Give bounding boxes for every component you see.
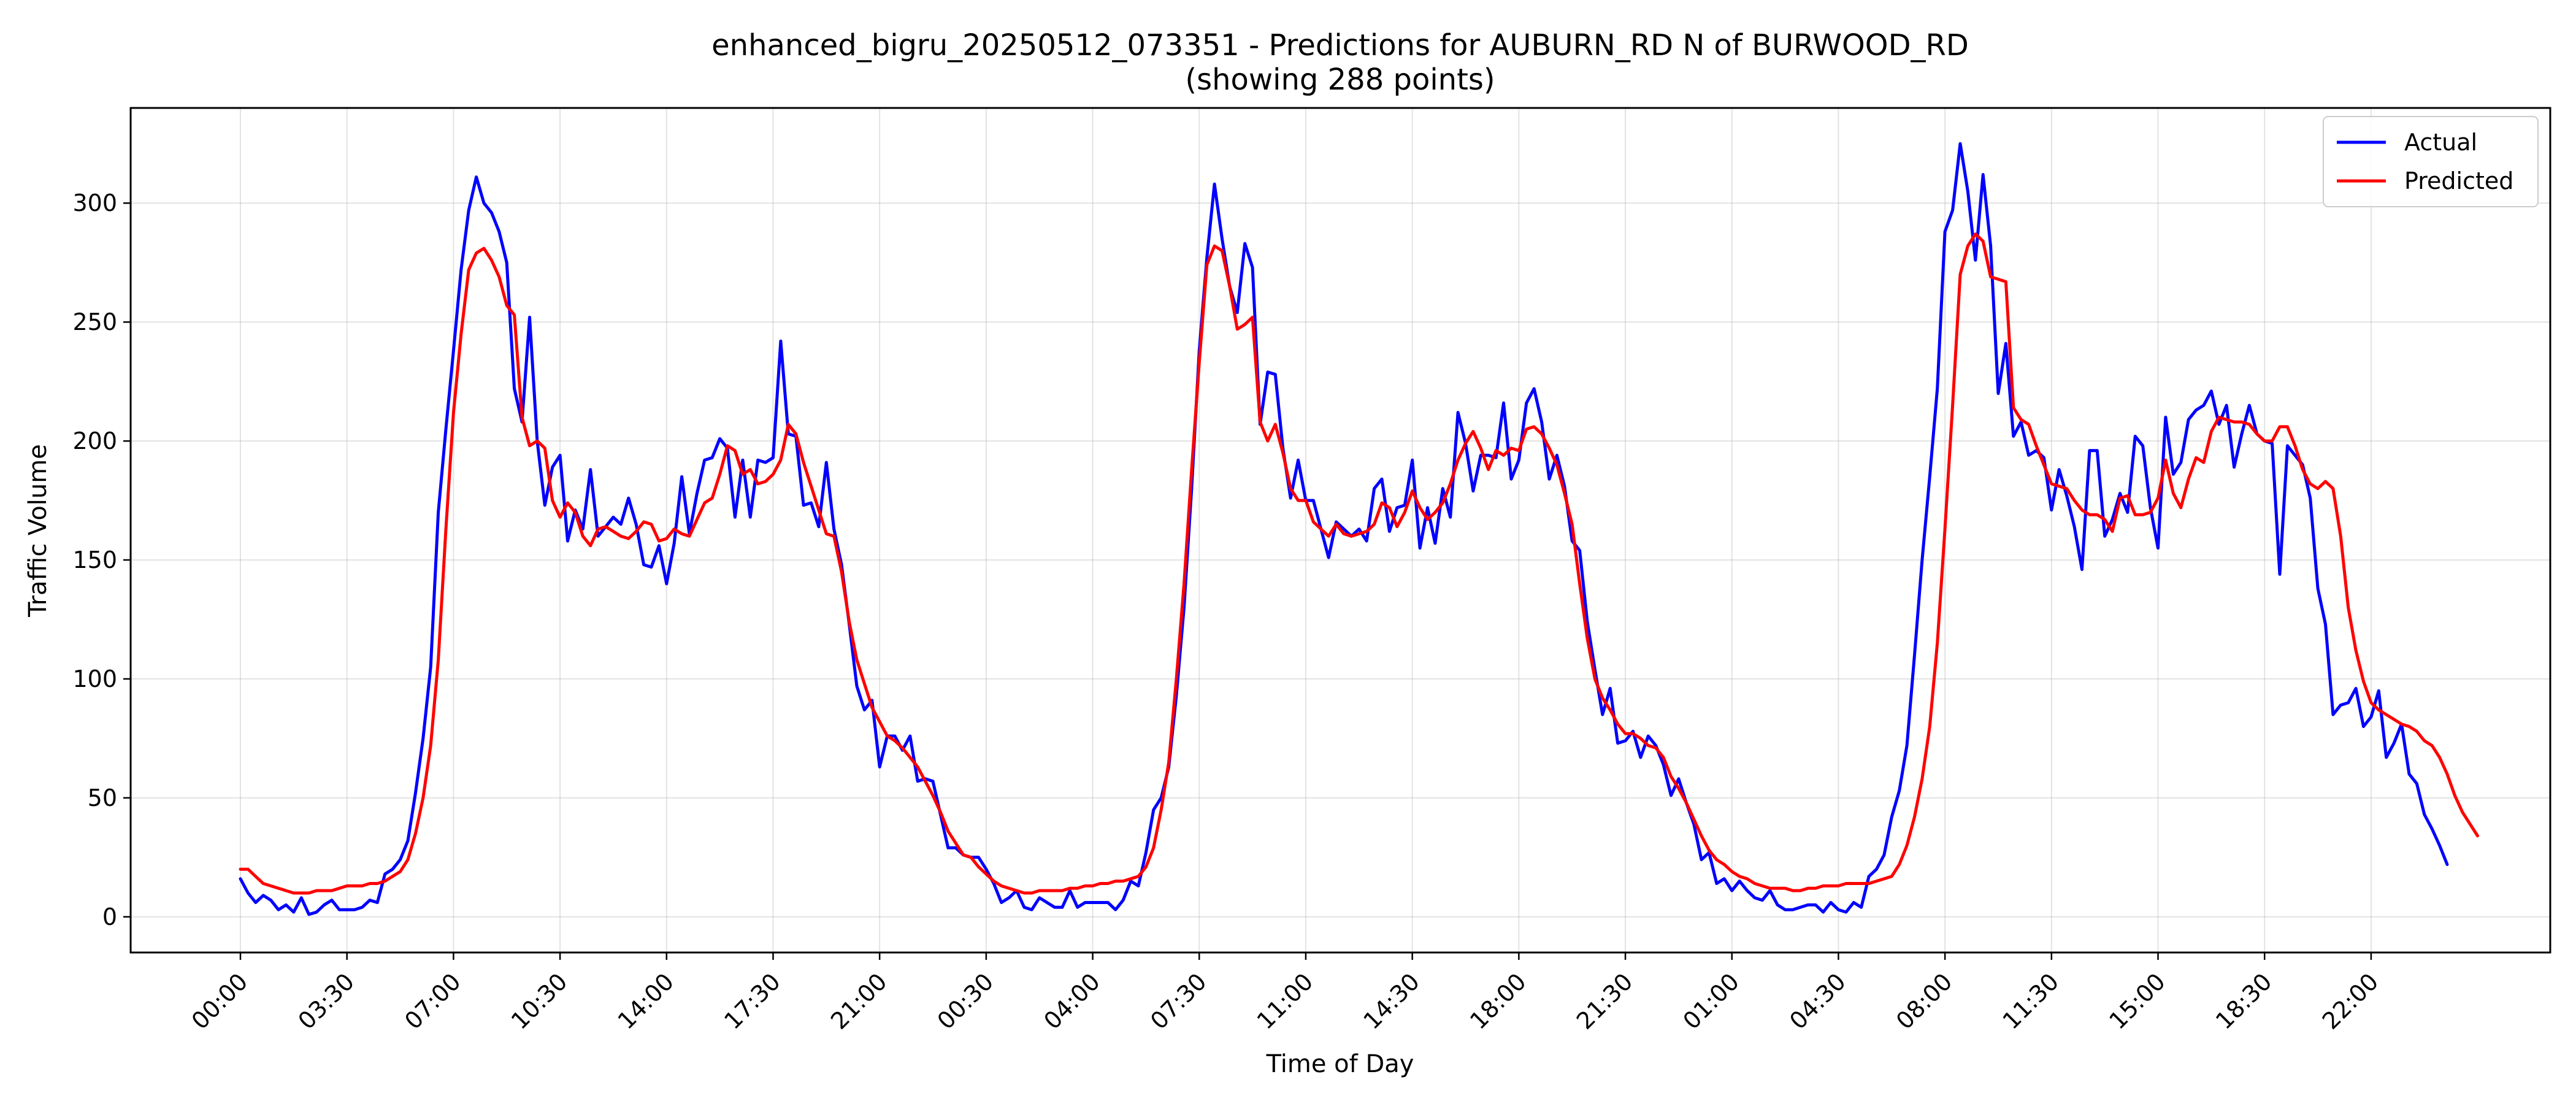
y-tick-label: 100 bbox=[72, 665, 117, 692]
y-tick-label: 250 bbox=[72, 309, 117, 335]
x-axis-label: Time of Day bbox=[1266, 1050, 1414, 1078]
y-tick-label: 0 bbox=[102, 903, 117, 930]
grid bbox=[131, 108, 2550, 953]
y-tick-label: 300 bbox=[72, 190, 117, 217]
legend-box bbox=[2323, 116, 2539, 207]
legend-label-actual: Actual bbox=[2404, 129, 2477, 156]
plot-frame bbox=[129, 107, 2551, 954]
y-tick-label: 200 bbox=[72, 427, 117, 454]
series-line-actual bbox=[239, 142, 2449, 916]
chart-subtitle: (showing 288 points) bbox=[1185, 63, 1495, 97]
chart-title: enhanced_bigru_20250512_073351 - Predict… bbox=[711, 28, 1969, 63]
y-tick-label: 50 bbox=[88, 784, 117, 811]
legend: Actual Predicted bbox=[2323, 116, 2539, 207]
y-axis-label: Traffic Volume bbox=[24, 444, 52, 618]
series-lines bbox=[239, 142, 2480, 916]
series-line-predicted bbox=[239, 232, 2480, 895]
legend-label-predicted: Predicted bbox=[2404, 167, 2513, 194]
y-tick-label: 150 bbox=[72, 546, 117, 573]
